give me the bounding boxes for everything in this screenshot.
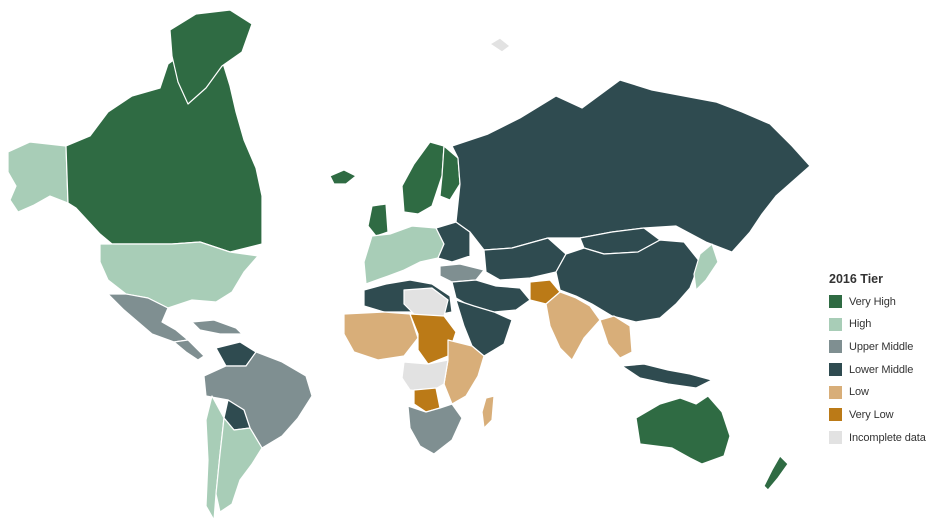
region-central-africa <box>409 313 457 365</box>
region-zambia <box>413 387 441 413</box>
legend-label-very-low: Very Low <box>849 408 894 421</box>
region-china <box>555 239 701 323</box>
region-southern-africa <box>407 403 463 455</box>
legend-label-lower-middle: Lower Middle <box>849 363 914 376</box>
legend-swatch-lower-middle <box>829 363 842 377</box>
legend-swatch-very-high <box>829 295 842 308</box>
legend-swatch-low <box>829 385 842 399</box>
region-arabia <box>455 299 513 357</box>
legend-swatch-incomplete <box>829 431 842 445</box>
region-mexico <box>107 293 189 343</box>
region-iceland <box>329 169 357 185</box>
legend-item-upper-middle: Upper Middle <box>829 340 932 354</box>
legend-label-incomplete: Incomplete data <box>849 431 926 444</box>
region-scandinavia <box>401 141 445 215</box>
region-western-europe <box>363 225 445 285</box>
region-canada <box>65 43 263 253</box>
region-indonesia <box>621 363 713 389</box>
region-caribbean <box>191 319 243 335</box>
legend-item-lower-middle: Lower Middle <box>829 363 932 377</box>
legend-label-high: High <box>849 318 872 331</box>
legend-label-low: Low <box>849 386 869 399</box>
map-legend: 2016 Tier Very High High Upper Middle Lo… <box>829 272 932 454</box>
legend-item-high: High <box>829 317 932 331</box>
region-new-zealand <box>763 455 789 491</box>
legend-item-low: Low <box>829 385 932 399</box>
region-russia <box>451 79 811 253</box>
legend-swatch-high <box>829 317 842 331</box>
region-southeast-asia <box>599 315 633 359</box>
legend-title: 2016 Tier <box>829 272 883 286</box>
region-angola-region <box>401 359 449 393</box>
region-alaska <box>7 141 69 213</box>
region-svalbard <box>489 37 511 53</box>
region-argentina <box>215 417 263 513</box>
region-india <box>545 291 601 361</box>
region-west-africa <box>343 311 419 361</box>
legend-item-incomplete: Incomplete data <box>829 431 932 445</box>
region-australia <box>635 395 731 465</box>
region-japan <box>693 243 719 291</box>
legend-item-very-low: Very Low <box>829 408 932 422</box>
region-madagascar <box>481 395 495 429</box>
legend-item-very-high: Very High <box>829 295 932 308</box>
region-central-america <box>173 339 205 361</box>
legend-label-upper-middle: Upper Middle <box>849 340 914 353</box>
legend-swatch-upper-middle <box>829 340 842 354</box>
region-turkey <box>439 263 485 283</box>
region-greenland <box>169 9 253 105</box>
legend-label-very-high: Very High <box>849 295 896 308</box>
region-uk <box>367 203 389 237</box>
region-united-states <box>99 241 259 309</box>
legend-swatch-very-low <box>829 408 842 422</box>
